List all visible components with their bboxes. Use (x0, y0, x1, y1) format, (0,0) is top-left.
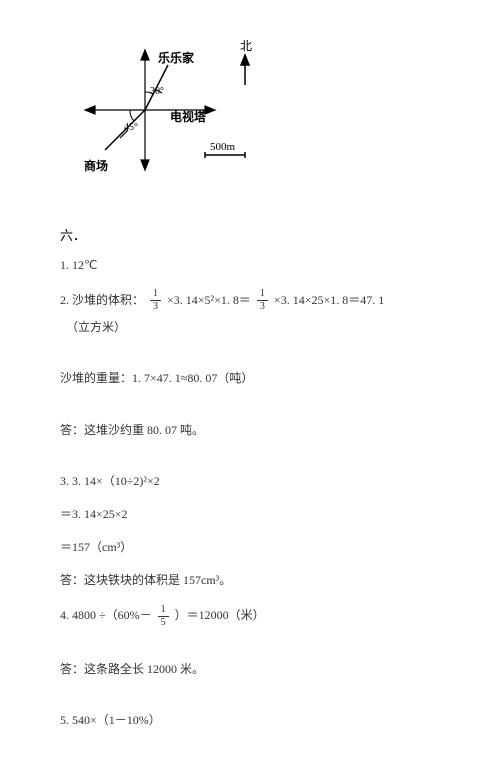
q2-frac-1: 1 3 (150, 289, 161, 312)
angle-30-label: 30° (150, 86, 164, 97)
q2-mid2: ×3. 14×25×1. 8＝47. 1 (274, 291, 384, 310)
q5-line: 5. 540×（1－10%） (60, 711, 500, 730)
q2-frac-2: 1 3 (257, 289, 268, 312)
q3-answer: 答：这块铁块的体积是 157cm³。 (60, 571, 500, 590)
q2-unit-line: （立方米） (66, 318, 500, 337)
q4-answer: 答：这条路全长 12000 米。 (60, 660, 500, 679)
q2-answer: 答：这堆沙约重 80. 07 吨。 (60, 421, 500, 440)
angle-45-label: 45° (124, 122, 138, 133)
q3-l2: ＝3. 14×25×2 (60, 505, 500, 524)
q2-mid1: ×3. 14×5²×1. 8＝ (167, 291, 251, 310)
scale-label: 500m (210, 141, 236, 153)
q3-l3: ＝157（cm³） (60, 538, 500, 557)
lele-home-label: 乐乐家 (158, 50, 195, 65)
q2-volume-line: 2. 沙堆的体积： 1 3 ×3. 14×5²×1. 8＝ 1 3 ×3. 14… (60, 289, 500, 312)
q4-frac: 1 5 (158, 605, 169, 628)
q4-line: 4. 4800 ÷（60%－ 1 5 ）＝12000（米） (60, 605, 500, 628)
q2-label: 2. 沙堆的体积： (60, 291, 144, 310)
q4-pre: 4. 4800 ÷（60%－ (60, 606, 152, 625)
q4-post: ）＝12000（米） (175, 606, 265, 625)
north-label: 北 (240, 39, 252, 53)
tv-tower-label: 电视塔 (170, 109, 207, 124)
q3-l1: 3. 3. 14×（10÷2)²×2 (60, 472, 500, 491)
diagram-svg: 北 乐乐家 30° 电视塔 45° 商场 500m (70, 30, 270, 200)
section-6-heading: 六． (60, 225, 500, 244)
direction-diagram: 北 乐乐家 30° 电视塔 45° 商场 500m (70, 30, 500, 205)
mall-label: 商场 (84, 158, 108, 173)
q1-line: 1. 12℃ (60, 256, 500, 275)
q2-weight-line: 沙堆的重量：1. 7×47. 1≈80. 07（吨） (60, 369, 500, 388)
